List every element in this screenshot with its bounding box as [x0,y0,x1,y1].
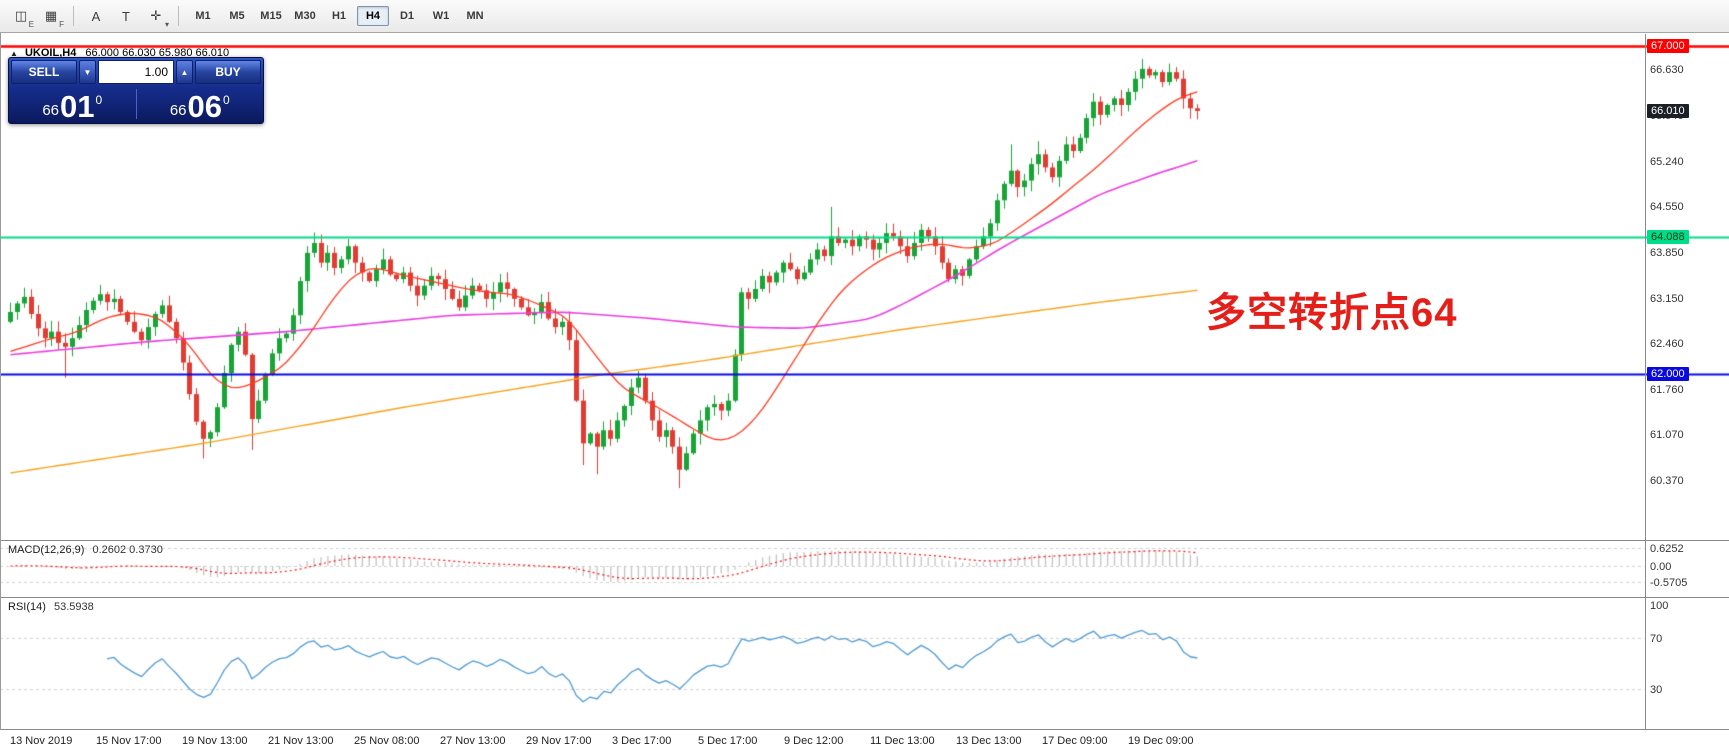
macd-label: MACD(12,26,9) 0.2602 0.3730 [8,544,163,556]
chart-annotation-text: 多空转折点64 [1206,291,1458,335]
bid-prefix: 66 [42,102,59,119]
sell-button[interactable]: SELL [11,60,77,84]
timeframe-d1-button[interactable]: D1 [399,10,415,22]
text-cursor-tool-icon: A [91,8,101,24]
candlestick-chart-icon-sub: E [28,19,34,29]
ask-sup-digit: 0 [222,93,230,107]
candlestick-chart-button[interactable]: ◫ E [7,4,35,29]
panel-divider-main-macd[interactable] [0,540,1729,541]
one-click-trading-panel: SELL ▼ ▲ BUY 66 01 0 66 06 0 [8,57,264,124]
price-badge-62.000: 62.000 [1647,367,1689,382]
price-badge-64.088: 64.088 [1647,230,1689,245]
panel-divider-rsi-timeaxis [0,729,1729,730]
candlestick-chart-icon: ◫ [14,8,28,23]
time-axis-label: 29 Nov 17:00 [526,735,592,747]
symbol-name: UKOIL,H4 [24,47,77,59]
timeframe-m15-button[interactable]: M15 [260,10,282,22]
timeframe-m30-button[interactable]: M30 [294,10,316,22]
current-price-badge: 66.010 [1647,103,1689,118]
time-axis-label: 13 Nov 2019 [10,735,73,747]
time-axis-label: 9 Dec 12:00 [784,735,844,747]
time-axis-label: 27 Nov 13:00 [440,735,506,747]
ohlc-values: 66.000 66.030 65.980 66.010 [85,47,230,59]
time-axis-label: 25 Nov 08:00 [354,735,420,747]
timeframe-w1-button[interactable]: W1 [432,10,450,22]
text-label-tool-icon: T [122,8,130,24]
trade-panel-controls: SELL ▼ ▲ BUY [9,58,263,84]
buy-button[interactable]: BUY [195,60,261,84]
time-axis-label: 13 Dec 13:00 [956,735,1022,747]
grid-button[interactable]: ▦ F [37,4,65,29]
timeframe-m1-button[interactable]: M1 [195,10,211,22]
bid-sup-digit: 0 [95,93,103,107]
volume-input[interactable] [98,60,174,84]
time-axis-label: 5 Dec 17:00 [698,735,758,747]
timeframe-h4-button[interactable]: H4 [357,6,389,26]
price-axis-label: 66.630 [1650,64,1684,77]
price-axis-label: 60.370 [1650,475,1684,488]
toolbar-separator [178,6,179,26]
time-axis-label: 11 Dec 13:00 [870,735,935,747]
time-axis-label: 19 Dec 09:00 [1128,735,1194,747]
price-axis-label: 61.760 [1650,384,1684,397]
price-axis-label: 61.070 [1650,429,1684,442]
quote-divider [135,89,137,119]
drawing-tools-icon-sub: ▾ [164,19,169,29]
text-label-tool-button[interactable]: T [112,4,140,29]
ask-price: 66 06 0 [137,85,264,123]
time-axis-label: 15 Nov 17:00 [96,735,162,747]
one-click-panel-toggle-icon[interactable]: ▲ [10,49,18,58]
grid-icon-sub: F [59,19,64,29]
time-axis-label: 21 Nov 13:00 [268,735,334,747]
price-badge-67.000: 67.000 [1647,38,1689,53]
macd-scale-label: -0.5705 [1650,576,1688,589]
time-axis-label: 19 Nov 13:00 [182,735,248,747]
chart-tools-group: ◫ E ▦ F A T ✛ ▾ [6,4,171,29]
time-axis[interactable]: 13 Nov 2019 15 Nov 17:00 19 Nov 13:00 21 No… [0,730,1729,750]
price-axis-label: 62.460 [1650,338,1684,351]
window-left-edge [0,33,1,750]
symbol-header: ▲ UKOIL,H4 66.000 66.030 65.980 66.010 [10,47,229,59]
text-cursor-tool-button[interactable]: A [82,4,110,29]
rsi-label: RSI(14) 53.5938 [8,601,94,613]
price-axis-label: 64.550 [1650,200,1684,213]
bid-price: 66 01 0 [9,85,136,123]
price-axis-divider [1645,34,1646,729]
rsi-name: RSI(14) [8,601,46,613]
time-axis-label: 3 Dec 17:00 [612,735,672,747]
macd-values: 0.2602 0.3730 [92,544,163,556]
bid-big-digits: 01 [60,88,95,124]
rsi-scale-label: 30 [1650,684,1663,697]
price-axis[interactable]: 66.63065.94065.24064.55063.85063.15062.4… [1646,34,1729,729]
volume-increase-button[interactable]: ▲ [176,60,193,84]
grid-icon: ▦ [44,8,58,23]
timeframe-mn-button[interactable]: MN [466,10,484,22]
rsi-value: 53.5938 [53,601,94,613]
volume-decrease-button[interactable]: ▼ [79,60,96,84]
macd-scale-label: 0.6252 [1650,543,1684,556]
ask-big-digits: 06 [187,88,222,124]
panel-divider-macd-rsi[interactable] [0,597,1729,598]
rsi-scale-label: 70 [1650,632,1663,645]
price-axis-label: 63.850 [1650,246,1684,259]
trade-panel-quotes: 66 01 0 66 06 0 [9,85,263,123]
time-axis-label: 17 Dec 09:00 [1042,735,1108,747]
toolbar: ◫ E ▦ F A T ✛ ▾ M1 M5 M15 M30 H1 H4 D1 W1 MN [0,0,1729,33]
macd-scale-label: 0.00 [1650,561,1672,573]
drawing-tools-icon: ✛ [150,8,162,23]
rsi-scale-label: 100 [1650,600,1669,612]
drawing-tools-button[interactable]: ✛ ▾ [142,4,170,29]
price-axis-label: 65.240 [1650,155,1684,168]
ask-prefix: 66 [169,102,187,119]
timeframe-h1-button[interactable]: H1 [331,10,347,22]
toolbar-separator [73,6,74,26]
macd-name: MACD(12,26,9) [8,544,85,556]
timeframe-buttons-group: M1 M5 M15 M30 H1 H4 D1 W1 MN [186,6,492,26]
price-axis-label: 63.150 [1650,292,1684,305]
timeframe-m5-button[interactable]: M5 [229,10,245,22]
